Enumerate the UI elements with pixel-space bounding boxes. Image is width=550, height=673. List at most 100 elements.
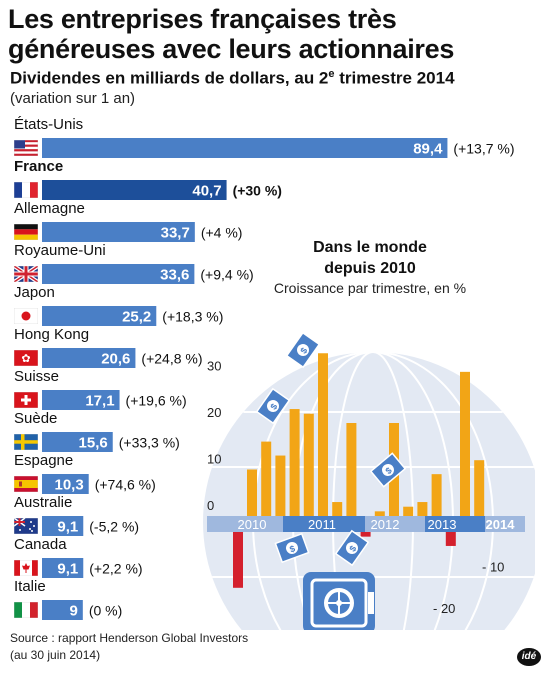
value-label: 89,4: [413, 141, 443, 158]
subtitle-sup: e: [328, 68, 335, 80]
growth-bar: [332, 502, 343, 516]
bar-row: Espagne 10,3 (+74,6 %): [14, 452, 156, 494]
country-label: Suisse: [14, 368, 59, 385]
bar: [42, 180, 227, 200]
fr-flag-icon: [14, 182, 38, 198]
y-tick-label: 0: [207, 498, 214, 513]
country-label: États-Unis: [14, 116, 83, 133]
value-label: 40,7: [192, 183, 221, 200]
axis-band: [365, 516, 425, 532]
growth-bar: [247, 469, 257, 516]
bar-row: Hong Kong ✿ 20,6 (+24,8 %): [14, 326, 203, 368]
change-label: (+19,6 %): [126, 393, 187, 409]
growth-bar: [474, 460, 485, 516]
country-label: Espagne: [14, 452, 73, 469]
bar-row: Royaume-Uni 33,6 (+9,4 %): [14, 242, 254, 284]
growth-bar: [318, 353, 328, 516]
year-label: 2014: [486, 517, 516, 532]
growth-bar: [417, 502, 428, 516]
change-label: (+4 %): [201, 225, 243, 241]
ch-flag-icon: [14, 392, 38, 408]
country-label: Italie: [14, 578, 46, 595]
bar-row: Suède 15,6 (+33,3 %): [14, 410, 180, 452]
subtitle-main: Dividendes en milliards de dollars, au 2: [10, 68, 329, 88]
country-label: Suède: [14, 410, 57, 427]
world-growth-chart: Dans le monde depuis 2010 Croissance par t…: [203, 239, 535, 630]
bar-row: Suisse 17,1 (+19,6 %): [14, 368, 187, 410]
chart-subtitle: Dividendes en milliards de dollars, au 2…: [10, 68, 455, 89]
bar: [42, 222, 195, 242]
hk-flag-icon: ✿: [14, 350, 38, 366]
publisher-logo: idé: [517, 648, 541, 666]
country-label: France: [14, 158, 63, 175]
growth-bar: [445, 532, 456, 546]
ca-flag-icon: [14, 560, 38, 576]
value-label: 20,6: [101, 351, 130, 368]
bar-row: France 40,7 (+30 %): [14, 158, 282, 200]
country-label: Hong Kong: [14, 326, 89, 343]
source-line-2: (au 30 juin 2014): [10, 648, 101, 662]
change-label: (+18,3 %): [162, 309, 223, 325]
axis-band: [425, 516, 485, 532]
subtitle-end: trimestre 2014: [334, 68, 455, 88]
page-title: Les entreprises françaises très généreus…: [8, 4, 455, 64]
bar: [42, 600, 83, 620]
y-tick-label: 20: [207, 405, 221, 420]
year-label: 2013: [428, 517, 457, 532]
change-label: (+9,4 %): [200, 267, 253, 283]
chart-note: (variation sur 1 an): [10, 90, 136, 107]
bar: [42, 348, 136, 368]
inset-title-2: depuis 2010: [324, 260, 416, 277]
jp-flag-icon: [14, 308, 38, 324]
se-flag-icon: [14, 434, 38, 450]
year-label: 2010: [238, 517, 267, 532]
country-label: Japon: [14, 284, 55, 301]
bar: [42, 306, 157, 326]
value-label: 10,3: [55, 477, 84, 494]
bar: [42, 516, 84, 536]
value-label: 9,1: [57, 519, 78, 536]
value-label: 33,6: [160, 267, 189, 284]
growth-bar: [460, 371, 470, 516]
growth-bar: [289, 409, 300, 516]
it-flag-icon: [14, 602, 38, 618]
inset-subtitle: Croissance par trimestre, en %: [274, 280, 466, 296]
banknote-icon: $: [369, 452, 407, 488]
growth-bar: [346, 423, 357, 516]
bar: [42, 264, 195, 284]
axis-band: [485, 516, 525, 532]
banknote-icon: $: [274, 532, 310, 564]
bar: [42, 558, 84, 578]
banknote-icon: $: [334, 529, 370, 567]
safe-icon: [303, 572, 375, 630]
y-tick-label: - 10: [482, 560, 504, 575]
growth-bar: [374, 511, 385, 516]
source-line-1: Source : rapport Henderson Global Invest…: [10, 631, 249, 645]
change-label: (0 %): [89, 603, 122, 619]
change-label: (+33,3 %): [119, 435, 180, 451]
banknote-icon: $: [255, 387, 291, 425]
change-label: (+24,8 %): [141, 351, 202, 367]
y-tick-label: 10: [207, 452, 221, 467]
inset-title-1: Dans le monde: [313, 239, 427, 256]
svg-text:$: $: [298, 346, 309, 356]
change-label: (+13,7 %): [453, 141, 514, 157]
y-tick-label: - 20: [433, 601, 455, 616]
bar-row: États-Unis 89,4 (+13,7 %): [14, 116, 515, 158]
year-label: 2012: [371, 517, 400, 532]
banknote-icon: $: [285, 331, 321, 369]
growth-bar: [403, 506, 414, 516]
us-flag-icon: [14, 140, 38, 156]
svg-text:✿: ✿: [21, 352, 30, 365]
growth-bar: [261, 441, 272, 516]
bar-row: Australie 9,1 (-5,2 %): [14, 494, 139, 536]
growth-bar: [431, 474, 442, 516]
bar: [42, 138, 448, 158]
value-label: 9,1: [57, 561, 78, 578]
value-label: 33,7: [161, 225, 190, 242]
country-label: Royaume-Uni: [14, 242, 106, 259]
bar: [42, 474, 89, 494]
growth-bar: [360, 532, 371, 537]
bar-row: Allemagne 33,7 (+4 %): [14, 200, 242, 242]
bar-row: Italie 9 (0 %): [14, 578, 122, 620]
